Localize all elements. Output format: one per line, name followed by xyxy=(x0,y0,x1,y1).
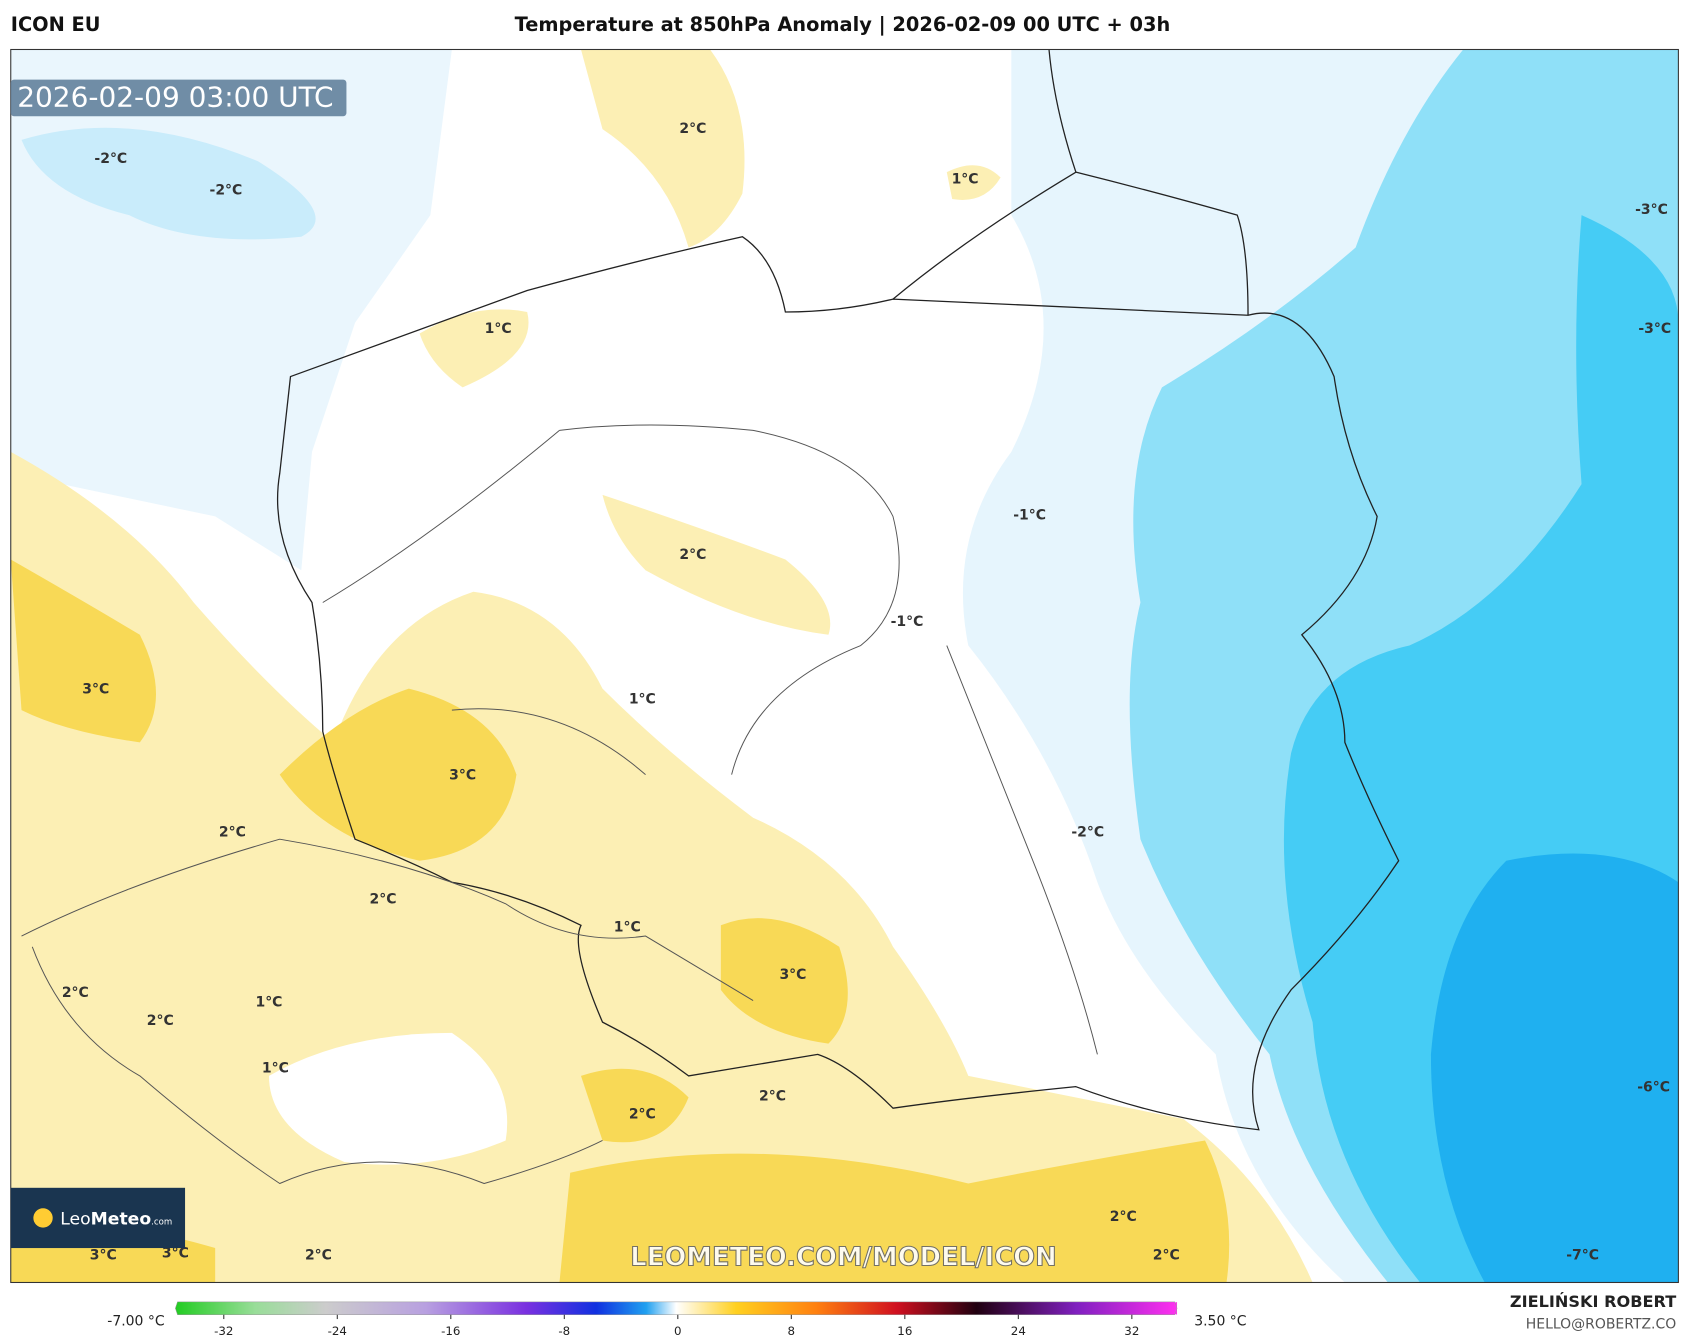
map-title: Temperature at 850hPa Anomaly | 2026-02-… xyxy=(515,13,1171,36)
contour-label: 2°C xyxy=(62,985,89,1001)
colorbar-tick-label: -16 xyxy=(441,1324,460,1338)
contour-label: -2°C xyxy=(210,182,243,198)
colorbar-tick-label: -8 xyxy=(558,1324,570,1338)
contour-label: 2°C xyxy=(1153,1248,1180,1264)
contour-label: 2°C xyxy=(679,547,706,563)
contact: HELLO@ROBERTZ.CO xyxy=(1526,1317,1676,1333)
contour-label: 3°C xyxy=(779,967,806,983)
contour-label: 3°C xyxy=(82,682,109,698)
contour-label: -3°C xyxy=(1638,321,1671,337)
colorbar-ticks: -32 -24 -16 -8 0 8 16 24 32 xyxy=(214,1314,1139,1338)
contour-label: 2°C xyxy=(219,825,246,841)
contour-labels: 2°C 1°C -2°C -2°C -3°C 1°C -3°C -1°C 2°C -1°C 3°C 1… xyxy=(62,121,1671,1263)
contour-label: 3°C xyxy=(449,768,476,784)
colorbar-tick-label: 8 xyxy=(788,1324,796,1338)
contour-label: 2°C xyxy=(147,1013,174,1029)
contour-label: 2°C xyxy=(629,1107,656,1123)
contour-label: 3°C xyxy=(90,1248,117,1264)
map xyxy=(10,49,1679,1283)
contour-label: 1°C xyxy=(485,321,512,337)
contour-label: 2°C xyxy=(370,891,397,907)
contour-label: -6°C xyxy=(1637,1080,1670,1096)
model-name: ICON EU xyxy=(11,13,101,36)
contour-label: 1°C xyxy=(629,691,656,707)
timestamp-box xyxy=(10,79,347,117)
contour-label: 3°C xyxy=(162,1245,189,1261)
logo-suffix: .com xyxy=(151,1217,172,1227)
colorbar-tick-label: 24 xyxy=(1011,1324,1026,1338)
colorbar-tick-label: 0 xyxy=(674,1324,682,1338)
logo-text: LeoMeteo.com xyxy=(60,1209,172,1229)
contour-label: -7°C xyxy=(1566,1248,1599,1264)
timestamp: 2026-02-09 03:00 UTC xyxy=(17,81,333,114)
contour-label: -2°C xyxy=(94,151,127,167)
watermark: LEOMETEO.COM/MODEL/ICON xyxy=(630,1242,1056,1272)
contour-label: 2°C xyxy=(679,121,706,137)
contour-label: -2°C xyxy=(1071,825,1104,841)
logo-name: Leo xyxy=(60,1209,90,1229)
colorbar xyxy=(175,1301,1178,1316)
author: ZIELIŃSKI ROBERT xyxy=(1510,1292,1676,1311)
colorbar-tick-label: -24 xyxy=(328,1324,347,1338)
contour-label: -1°C xyxy=(891,614,924,630)
contour-label: 1°C xyxy=(952,172,979,188)
contour-label: 1°C xyxy=(614,919,641,935)
logo-sun xyxy=(33,1208,53,1228)
contour-label: 2°C xyxy=(305,1248,332,1264)
contour-label: -3°C xyxy=(1635,202,1668,218)
logo-brand: Meteo xyxy=(91,1209,152,1229)
contour-label: 1°C xyxy=(255,995,282,1011)
colorbar-min: -7.00 °C xyxy=(107,1314,164,1330)
colorbar-tick-label: 16 xyxy=(897,1324,912,1338)
map-frame xyxy=(10,48,1679,1284)
contour-label: 2°C xyxy=(759,1088,786,1104)
colorbar-max: 3.50 °C xyxy=(1194,1314,1246,1330)
colorbar-tick-label: 32 xyxy=(1124,1324,1139,1338)
colorbar-tick-label: -32 xyxy=(214,1324,233,1338)
contour-label: 1°C xyxy=(262,1060,289,1076)
contour-label: 2°C xyxy=(1110,1209,1137,1225)
contour-label: -1°C xyxy=(1013,507,1046,523)
